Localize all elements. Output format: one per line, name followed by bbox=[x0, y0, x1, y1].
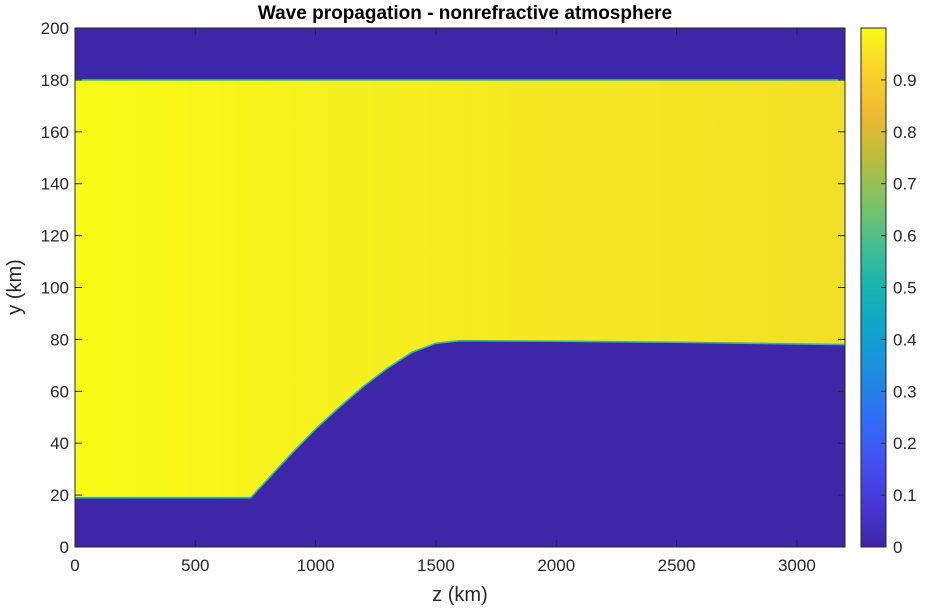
y-tick-label: 40 bbox=[50, 434, 69, 453]
x-tick-label: 500 bbox=[181, 556, 209, 575]
x-axis-label: z (km) bbox=[432, 584, 488, 606]
lower-boundary-edge bbox=[75, 339, 845, 499]
x-tick-label: 2500 bbox=[658, 556, 696, 575]
y-axis-ticks: 0 20 40 60 80 100 120 140 160 180 200 bbox=[41, 19, 845, 557]
y-tick-label: 200 bbox=[41, 19, 69, 38]
x-tick-label: 0 bbox=[70, 556, 79, 575]
colorbar-tick-label: 0.6 bbox=[893, 227, 917, 246]
y-tick-label: 160 bbox=[41, 123, 69, 142]
colorbar-tick-label: 0.3 bbox=[893, 382, 917, 401]
colorbar-tick-label: 0.9 bbox=[893, 71, 917, 90]
colorbar-ticks: 0 0.1 0.2 0.3 0.4 0.5 0.6 0.7 0.8 0.9 bbox=[881, 71, 917, 557]
colorbar-tick-label: 0.7 bbox=[893, 175, 917, 194]
x-axis-ticks: 0 500 1000 1500 2000 2500 3000 bbox=[70, 28, 816, 575]
y-tick-label: 140 bbox=[41, 175, 69, 194]
y-axis-label: y (km) bbox=[4, 259, 26, 315]
colorbar-tick-label: 0.1 bbox=[893, 486, 917, 505]
colorbar-tick-label: 0.5 bbox=[893, 279, 917, 298]
y-tick-label: 20 bbox=[50, 486, 69, 505]
x-tick-label: 2000 bbox=[537, 556, 575, 575]
x-tick-label: 1500 bbox=[417, 556, 455, 575]
plot-area bbox=[75, 28, 845, 547]
chart-title: Wave propagation - nonrefractive atmosph… bbox=[258, 3, 672, 24]
x-tick-label: 3000 bbox=[778, 556, 816, 575]
y-tick-label: 180 bbox=[41, 71, 69, 90]
colorbar-tick-label: 0.8 bbox=[893, 123, 917, 142]
y-tick-label: 0 bbox=[60, 538, 69, 557]
colorbar-tick-label: 0.2 bbox=[893, 434, 917, 453]
colorbar-tick-label: 0 bbox=[893, 538, 902, 557]
y-tick-label: 80 bbox=[50, 330, 69, 349]
colorbar-tick-label: 0.4 bbox=[893, 330, 917, 349]
y-tick-label: 120 bbox=[41, 227, 69, 246]
illuminated-region bbox=[75, 79, 845, 498]
y-tick-label: 100 bbox=[41, 279, 69, 298]
y-tick-label: 60 bbox=[50, 382, 69, 401]
x-tick-label: 1000 bbox=[297, 556, 335, 575]
